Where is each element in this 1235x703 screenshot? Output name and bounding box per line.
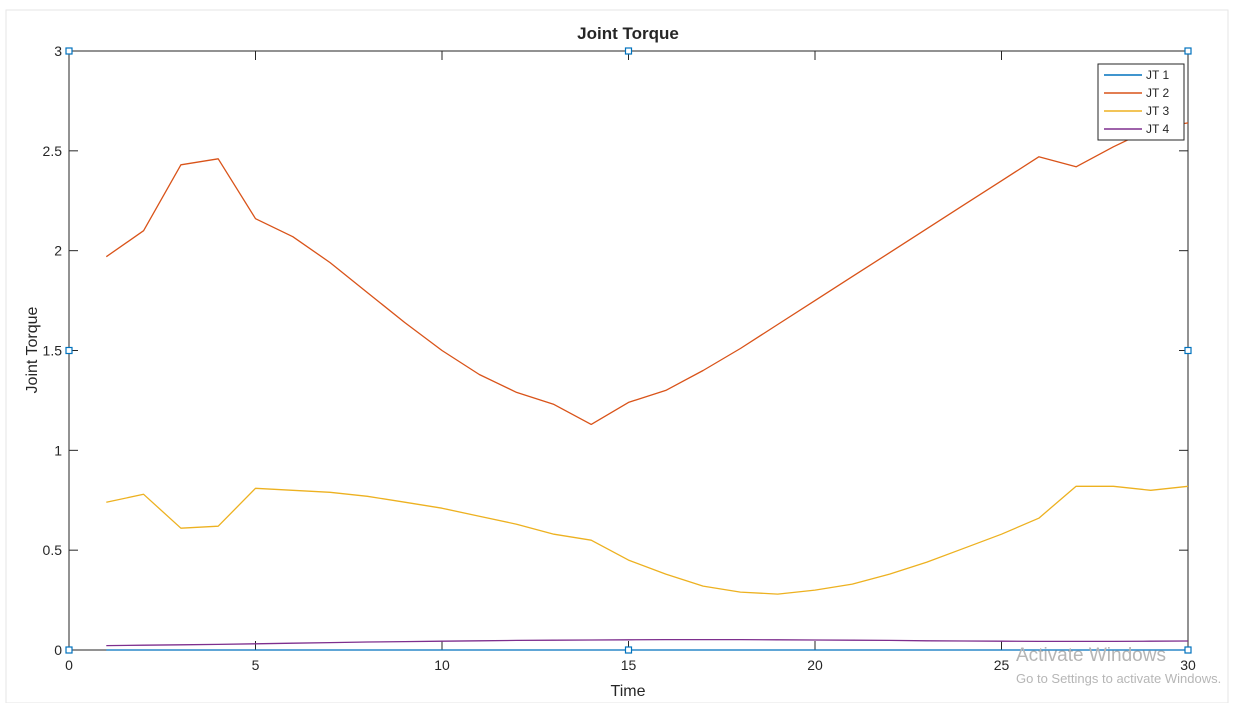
y-tick-label: 1.5 bbox=[43, 343, 63, 359]
x-axis-label: Time bbox=[611, 683, 646, 700]
axes-selection-handle[interactable] bbox=[65, 346, 73, 355]
axes-box bbox=[68, 50, 1189, 651]
y-axis-label: Joint Torque bbox=[24, 306, 41, 393]
y-tick-label: 3 bbox=[54, 43, 62, 59]
legend-label: JT 4 bbox=[1146, 122, 1169, 136]
y-tick-label: 0.5 bbox=[43, 542, 63, 558]
axes-selection-handle[interactable] bbox=[1184, 646, 1192, 654]
x-tick-label: 5 bbox=[252, 657, 260, 673]
legend-label: JT 2 bbox=[1146, 86, 1169, 100]
y-tick-label: 2 bbox=[54, 243, 62, 259]
x-tick-label: 10 bbox=[434, 657, 450, 673]
axes-selection-handle[interactable] bbox=[624, 646, 633, 654]
axes-selection-handle[interactable] bbox=[65, 646, 73, 654]
activate-windows-watermark: Activate Windows Go to Settings to activ… bbox=[1016, 644, 1235, 699]
y-tick-label: 1 bbox=[54, 442, 62, 458]
activate-windows-subtitle: Go to Settings to activate Windows. bbox=[1016, 671, 1222, 686]
x-tick-label: 30 bbox=[1180, 657, 1196, 673]
y-tick-label: 2.5 bbox=[43, 143, 63, 159]
legend: JT 1 JT 2 JT 3 JT 4 bbox=[1097, 63, 1185, 141]
activate-windows-title: Activate Windows bbox=[1016, 645, 1166, 666]
x-tick-label: 0 bbox=[65, 657, 73, 673]
y-tick-label: 0 bbox=[54, 642, 62, 658]
series-line-jt-4 bbox=[106, 638, 1189, 647]
axes-selection-handle[interactable] bbox=[1184, 47, 1192, 55]
legend-box bbox=[1097, 63, 1185, 141]
x-tick-label: 20 bbox=[807, 657, 823, 673]
chart-title: Joint Torque bbox=[577, 24, 679, 43]
legend-label: JT 1 bbox=[1146, 68, 1169, 82]
x-tick-label: 25 bbox=[994, 657, 1010, 673]
axes-selection-handle[interactable] bbox=[65, 47, 73, 55]
series-line-jt-3 bbox=[106, 485, 1189, 595]
axes-selection-handle[interactable] bbox=[1184, 346, 1192, 355]
legend-label: JT 3 bbox=[1146, 104, 1169, 118]
series-line-jt-2 bbox=[105, 122, 1189, 426]
x-tick-label: 15 bbox=[621, 657, 637, 673]
axes-selection-handle[interactable] bbox=[624, 47, 633, 55]
